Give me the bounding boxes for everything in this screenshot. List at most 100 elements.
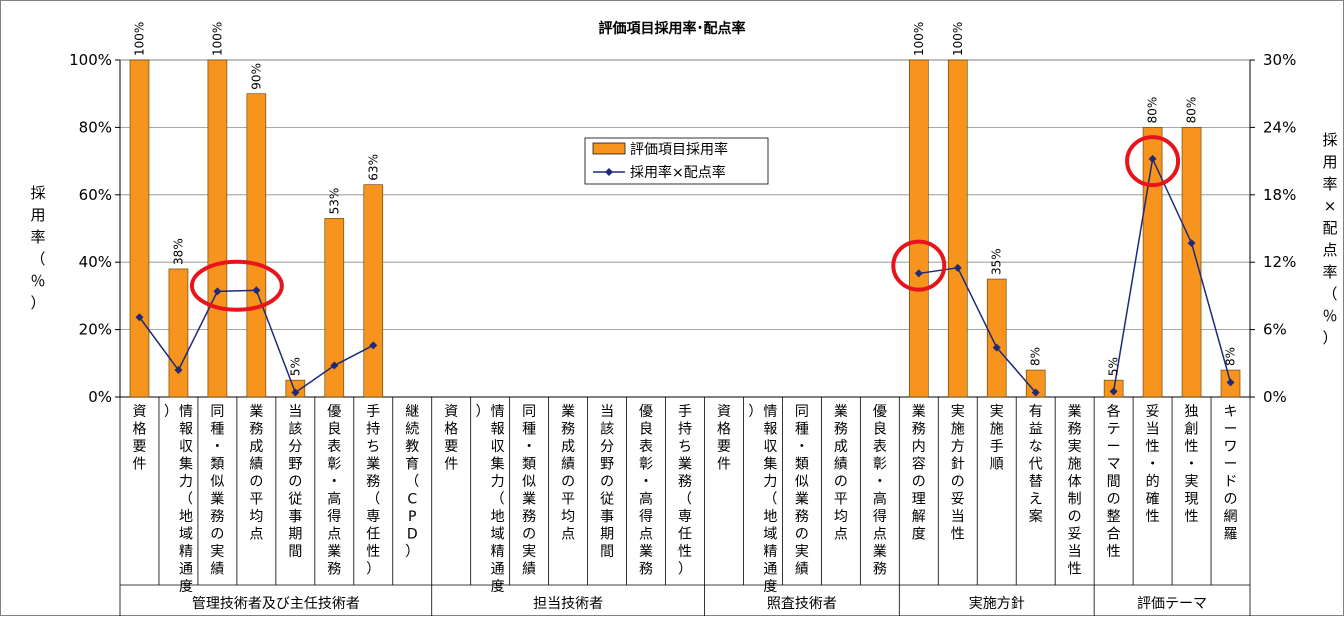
bar-data-label: 8% (1224, 347, 1238, 366)
bar (324, 218, 345, 398)
line-point (1187, 239, 1196, 248)
line-point (1031, 388, 1040, 397)
category-label: 優良表彰・高得点業務 (327, 404, 341, 578)
category-label: 手持ち業務（専任性） (366, 404, 380, 578)
legend: 評価項目採用率 採用率×配点率 (584, 137, 769, 185)
line-point (953, 263, 962, 272)
category-label: 当該分野の従事期間 (600, 404, 614, 560)
bar-data-label: 5% (1107, 357, 1121, 376)
category-label: 独創性・実現性 (1185, 404, 1199, 525)
axes: 0% 20% 40% 60% 80% 100% 0% 6% 12% 18% 24% 30% 採用率（％）… (30, 51, 1337, 406)
line-point (1109, 387, 1118, 396)
line-point (135, 313, 144, 322)
group-label: 管理技術者及び主任技術者 (192, 596, 360, 612)
category-label: 業務実施体制の妥当性 (1068, 404, 1082, 578)
y-right-tick-label: 12% (1263, 253, 1296, 271)
bar (1142, 127, 1163, 398)
category-label: 業務成績の平均点 (834, 404, 848, 543)
data-labels: 100% 38% 100% 90% 5% 53% 63% 100% 100% 35% 8% 5% 80%… (132, 22, 1237, 376)
legend-line-marker (605, 168, 613, 176)
category-label: 優良表彰・高得点業務 (873, 404, 887, 578)
category-label: 各テーマ間の整合性 (1107, 404, 1121, 560)
line-point (914, 269, 923, 278)
bar (908, 59, 929, 398)
bar-data-label: 100% (951, 22, 965, 56)
bar (1025, 369, 1046, 398)
category-label: 資格要件 (717, 404, 731, 473)
y-right-tick-label: 6% (1263, 321, 1287, 339)
y-left-tick-label: 40% (79, 253, 112, 271)
category-label: 資格要件 (132, 404, 146, 473)
bar-data-label: 63% (366, 154, 380, 181)
bar (1181, 127, 1202, 398)
y-left-tick-label: 60% (79, 186, 112, 204)
category-label: 業務内容の理解度 (912, 404, 926, 543)
category-label: 同種・類似業務の実績 (795, 404, 809, 578)
y-axis-right-title: 採用率×配点率（％） (1322, 131, 1337, 347)
group-label: 実施方針 (969, 596, 1025, 612)
line-point (1148, 154, 1157, 163)
bar (246, 93, 267, 398)
y-left-tick-label: 20% (79, 321, 112, 339)
bar-data-label: 100% (132, 22, 146, 56)
group-label: 照査技術者 (767, 596, 837, 612)
line-point (1226, 378, 1235, 387)
group-labels: 管理技術者及び主任技術者 担当技術者 照査技術者 実施方針 評価テーマ (119, 585, 1251, 616)
y-right-tick-label: 0% (1263, 388, 1287, 406)
legend-bar-label: 評価項目採用率 (630, 141, 728, 158)
category-label: 業務成績の平均点 (561, 404, 575, 543)
line-point (252, 286, 261, 295)
line-point (213, 287, 222, 296)
y-axis-left-title: 採用率（％） (30, 184, 45, 312)
category-label: 手持ち業務（専任性） (678, 404, 692, 578)
bar-data-label: 38% (171, 238, 185, 265)
bar-data-label: 8% (1029, 347, 1043, 366)
highlight-circles (189, 135, 1181, 312)
line-point (291, 388, 300, 397)
chart-title: 評価項目採用率･配点率 (599, 20, 746, 37)
bar-series (129, 59, 1241, 398)
line-point (330, 361, 339, 370)
line-point (369, 341, 378, 350)
category-label: 同種・類似業務の実績 (522, 404, 536, 578)
y-left-tick-label: 0% (88, 388, 112, 406)
category-label: 同種・類似業務の実績 (210, 404, 224, 578)
group-label: 担当技術者 (533, 596, 603, 612)
category-label: 資格要件 (444, 404, 458, 473)
y-left-tick-label: 100% (69, 51, 112, 69)
line-series (135, 154, 1235, 397)
y-left-tick-label: 80% (79, 118, 112, 136)
legend-line-label: 採用率×配点率 (630, 164, 726, 181)
bar-data-label: 100% (912, 22, 926, 56)
category-label: 情報収集力（地域精通度） (164, 404, 193, 595)
bar-data-label: 80% (1185, 97, 1199, 124)
bar-data-label: 5% (288, 357, 302, 376)
category-label: 当該分野の従事期間 (288, 404, 302, 560)
bar (947, 59, 968, 398)
bar-data-label: 53% (327, 188, 341, 215)
bar (986, 278, 1007, 398)
legend-bar-swatch (592, 142, 626, 155)
line-series-path (1112, 156, 1232, 392)
category-label: キーワードの網羅 (1224, 404, 1238, 543)
category-label: 有益な代替え案 (1029, 404, 1043, 525)
bar-data-label: 100% (210, 22, 224, 56)
category-label: 妥当性・的確性 (1146, 404, 1160, 525)
bar (363, 184, 384, 398)
category-label: 情報収集力（地域精通度） (748, 404, 777, 595)
bar-data-label: 80% (1146, 97, 1160, 124)
group-label: 評価テーマ (1137, 596, 1207, 612)
bar-data-label: 35% (990, 248, 1004, 275)
category-label: 実施方針の妥当性 (951, 404, 965, 543)
highlight-circle (891, 239, 947, 292)
category-labels: 資格要件 情報収集力（地域精通度） 同種・類似業務の実績 業務成績の平均点 当該分野の従… (119, 397, 1251, 595)
bar (168, 268, 189, 398)
highlight-circle (189, 259, 284, 312)
line-series-path (918, 266, 1037, 393)
bar (207, 59, 228, 398)
line-point (992, 343, 1001, 352)
y-right-tick-label: 18% (1263, 186, 1296, 204)
y-right-tick-label: 30% (1263, 51, 1296, 69)
